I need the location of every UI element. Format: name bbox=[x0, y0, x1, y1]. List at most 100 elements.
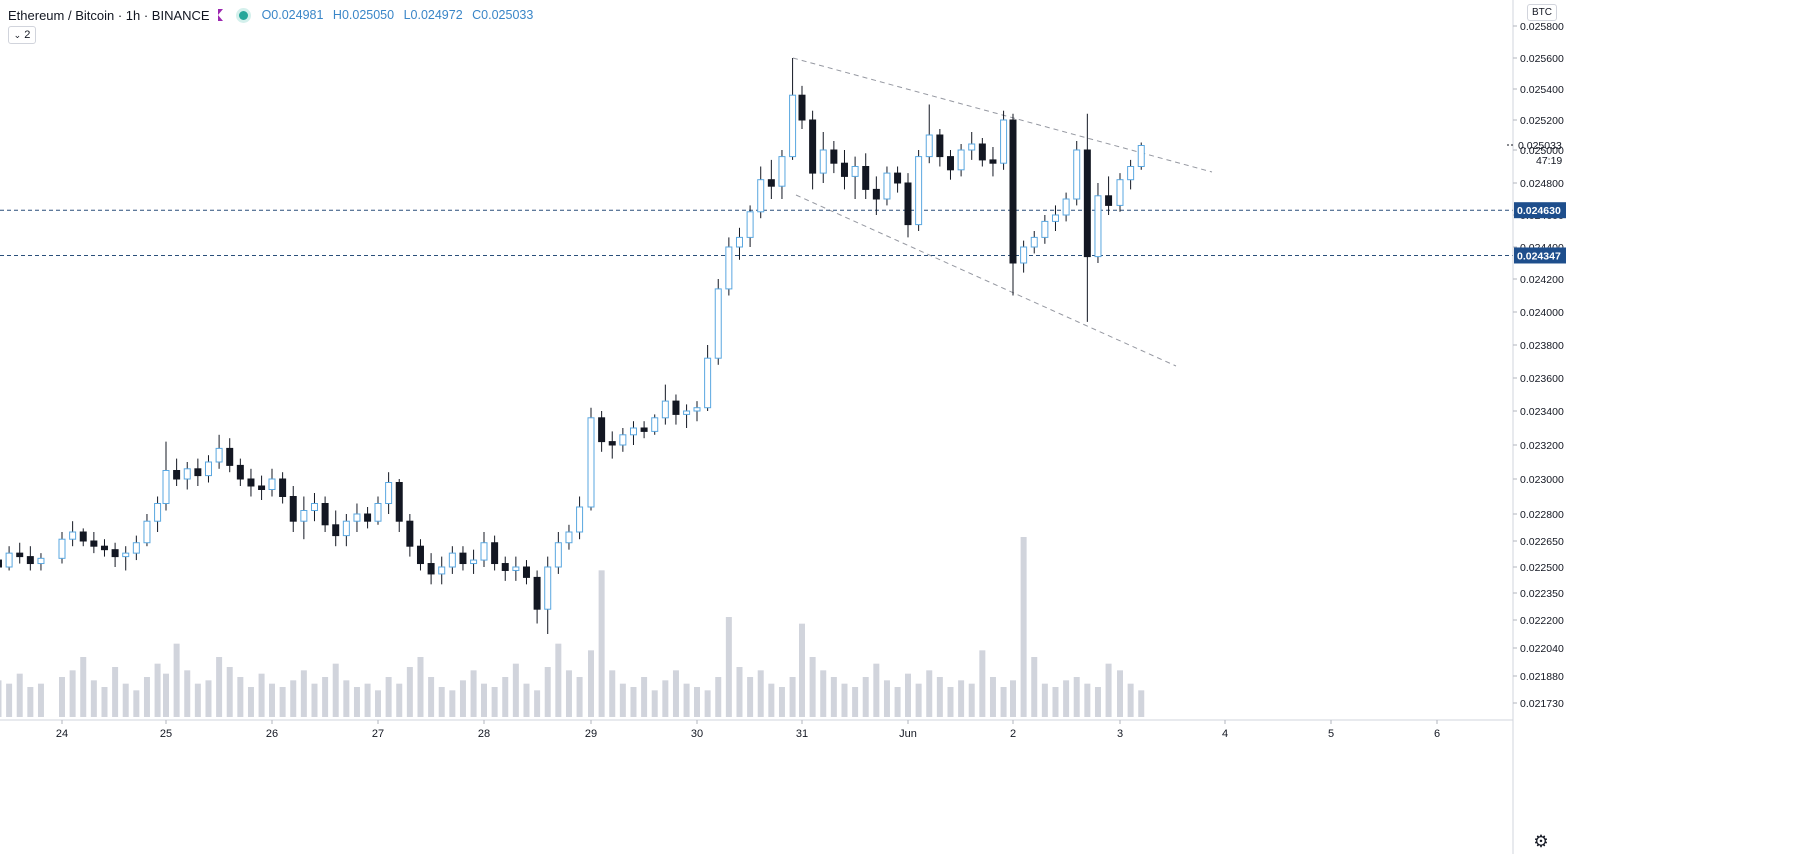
volume-bar bbox=[841, 683, 848, 717]
volume-bar bbox=[16, 673, 23, 717]
candle-body bbox=[258, 485, 266, 490]
price-tick-label: 0.022650 bbox=[1520, 536, 1564, 548]
time-tick-label: 28 bbox=[478, 728, 490, 740]
volume-bar bbox=[534, 690, 541, 717]
candle bbox=[565, 524, 573, 550]
open-value: O0.024981 bbox=[261, 8, 324, 22]
candle-body bbox=[236, 464, 244, 480]
volume-bar bbox=[1041, 683, 1048, 717]
candle bbox=[332, 510, 340, 547]
volume-bar bbox=[555, 643, 562, 717]
price-tick-label: 0.023800 bbox=[1520, 340, 1564, 352]
volume-bar bbox=[1073, 677, 1080, 717]
candle bbox=[480, 532, 488, 567]
volume-bar bbox=[163, 673, 169, 717]
price-tick-label: 0.024000 bbox=[1520, 307, 1564, 319]
candle-body bbox=[321, 503, 329, 526]
candle-body bbox=[1009, 119, 1017, 264]
price-tick-label: 0.022200 bbox=[1520, 615, 1564, 627]
candle bbox=[438, 556, 446, 585]
candle bbox=[16, 542, 24, 564]
candle bbox=[1030, 231, 1038, 254]
flag-icon[interactable] bbox=[217, 9, 223, 21]
volume-bar bbox=[194, 683, 201, 717]
time-tick-label: 5 bbox=[1328, 728, 1334, 740]
volume-bar bbox=[332, 663, 339, 717]
candle-body bbox=[619, 434, 627, 446]
volume-bar bbox=[873, 663, 880, 717]
candle bbox=[840, 150, 848, 190]
candle-body bbox=[1083, 149, 1091, 258]
volume-bar bbox=[279, 687, 286, 717]
candle-body bbox=[651, 417, 659, 432]
candle bbox=[26, 546, 34, 571]
candle-body bbox=[215, 447, 223, 463]
candle bbox=[778, 150, 786, 199]
candle-body bbox=[683, 410, 691, 415]
volume-bar bbox=[80, 657, 87, 717]
volume-bar bbox=[417, 657, 424, 717]
volume-bar bbox=[757, 670, 764, 717]
volume-bar bbox=[588, 650, 594, 717]
candle-body bbox=[746, 211, 754, 238]
currency-badge[interactable]: BTC bbox=[1527, 4, 1557, 21]
candle-body bbox=[416, 545, 424, 565]
candle bbox=[491, 535, 499, 571]
candle bbox=[100, 539, 108, 557]
candle bbox=[427, 553, 435, 585]
price-line-badge bbox=[1514, 247, 1566, 264]
candle bbox=[968, 132, 976, 160]
candle-body bbox=[58, 538, 66, 559]
candle bbox=[385, 472, 393, 514]
low-value: L0.024972 bbox=[403, 8, 463, 22]
price-line-badge bbox=[1514, 202, 1566, 219]
candle bbox=[915, 150, 923, 231]
candle bbox=[300, 496, 308, 540]
volume-bar bbox=[205, 680, 212, 717]
candle-body bbox=[143, 520, 151, 544]
candle-body bbox=[704, 357, 712, 409]
volume-bar bbox=[958, 680, 965, 717]
volume-bar bbox=[1000, 687, 1007, 717]
volume-bar bbox=[37, 683, 44, 717]
volume-bar bbox=[59, 677, 65, 717]
candle bbox=[598, 411, 606, 452]
indicators-collapse-button[interactable]: ⌄ 2 bbox=[8, 26, 36, 44]
candle-body bbox=[767, 179, 775, 187]
candle-body bbox=[840, 162, 848, 177]
candle bbox=[236, 458, 244, 486]
volume-bar bbox=[226, 667, 233, 717]
candle bbox=[608, 431, 616, 459]
time-tick-label: 25 bbox=[160, 728, 172, 740]
gear-icon[interactable]: ⚙ bbox=[1533, 832, 1549, 851]
price-tick-label: 0.023000 bbox=[1520, 474, 1564, 486]
time-axis: 24 25 26 27 28 29 30 31 Jun 2 3 4 5 6 bbox=[0, 719, 1513, 740]
volume-bar bbox=[736, 667, 743, 717]
candle-body bbox=[364, 513, 372, 522]
candle bbox=[904, 173, 912, 238]
candle-body bbox=[1073, 149, 1081, 200]
candle-body bbox=[247, 478, 255, 487]
time-tick-label: 27 bbox=[372, 728, 384, 740]
candle bbox=[364, 507, 372, 529]
volume-bar bbox=[154, 663, 161, 717]
market-status-icon bbox=[238, 10, 248, 20]
candle bbox=[111, 542, 119, 567]
candle bbox=[640, 421, 648, 439]
volume-bar bbox=[905, 673, 911, 717]
candle-body bbox=[0, 559, 2, 568]
candle bbox=[58, 532, 66, 564]
candle bbox=[714, 279, 722, 365]
candle-body bbox=[122, 552, 130, 558]
volume-bar bbox=[672, 670, 679, 717]
candle-body bbox=[735, 236, 743, 248]
candle-body bbox=[640, 427, 648, 432]
volume-bar bbox=[428, 677, 435, 717]
volume-bar bbox=[979, 650, 986, 717]
candle bbox=[533, 570, 541, 624]
symbol-title[interactable]: Ethereum / Bitcoin · 1h · BINANCE bbox=[8, 7, 210, 23]
candle-body bbox=[978, 143, 986, 161]
candle bbox=[576, 496, 584, 540]
candle bbox=[587, 407, 595, 511]
